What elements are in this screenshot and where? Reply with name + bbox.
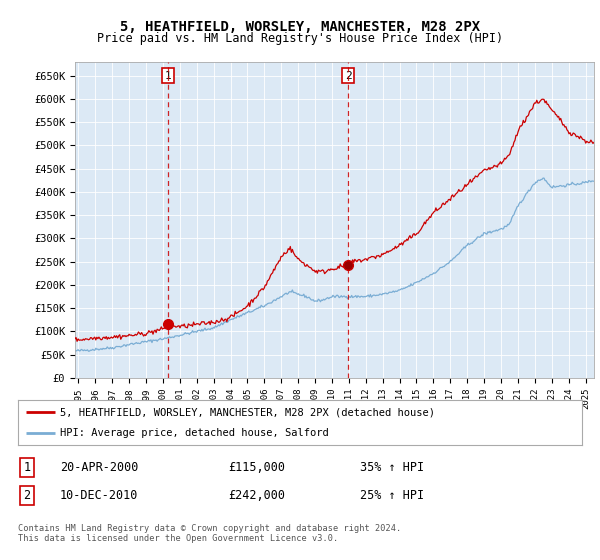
Text: 25% ↑ HPI: 25% ↑ HPI [360, 489, 424, 502]
Text: 5, HEATHFIELD, WORSLEY, MANCHESTER, M28 2PX (detached house): 5, HEATHFIELD, WORSLEY, MANCHESTER, M28 … [60, 408, 436, 418]
Text: 5, HEATHFIELD, WORSLEY, MANCHESTER, M28 2PX: 5, HEATHFIELD, WORSLEY, MANCHESTER, M28 … [120, 20, 480, 34]
Text: 35% ↑ HPI: 35% ↑ HPI [360, 461, 424, 474]
Text: 1: 1 [164, 71, 172, 81]
Text: £115,000: £115,000 [228, 461, 285, 474]
Text: £242,000: £242,000 [228, 489, 285, 502]
Text: 20-APR-2000: 20-APR-2000 [60, 461, 139, 474]
Text: Contains HM Land Registry data © Crown copyright and database right 2024.
This d: Contains HM Land Registry data © Crown c… [18, 524, 401, 543]
Text: 10-DEC-2010: 10-DEC-2010 [60, 489, 139, 502]
Text: 1: 1 [23, 461, 31, 474]
Text: 2: 2 [344, 71, 352, 81]
Text: Price paid vs. HM Land Registry's House Price Index (HPI): Price paid vs. HM Land Registry's House … [97, 32, 503, 45]
Text: 2: 2 [23, 489, 31, 502]
Text: HPI: Average price, detached house, Salford: HPI: Average price, detached house, Salf… [60, 428, 329, 438]
